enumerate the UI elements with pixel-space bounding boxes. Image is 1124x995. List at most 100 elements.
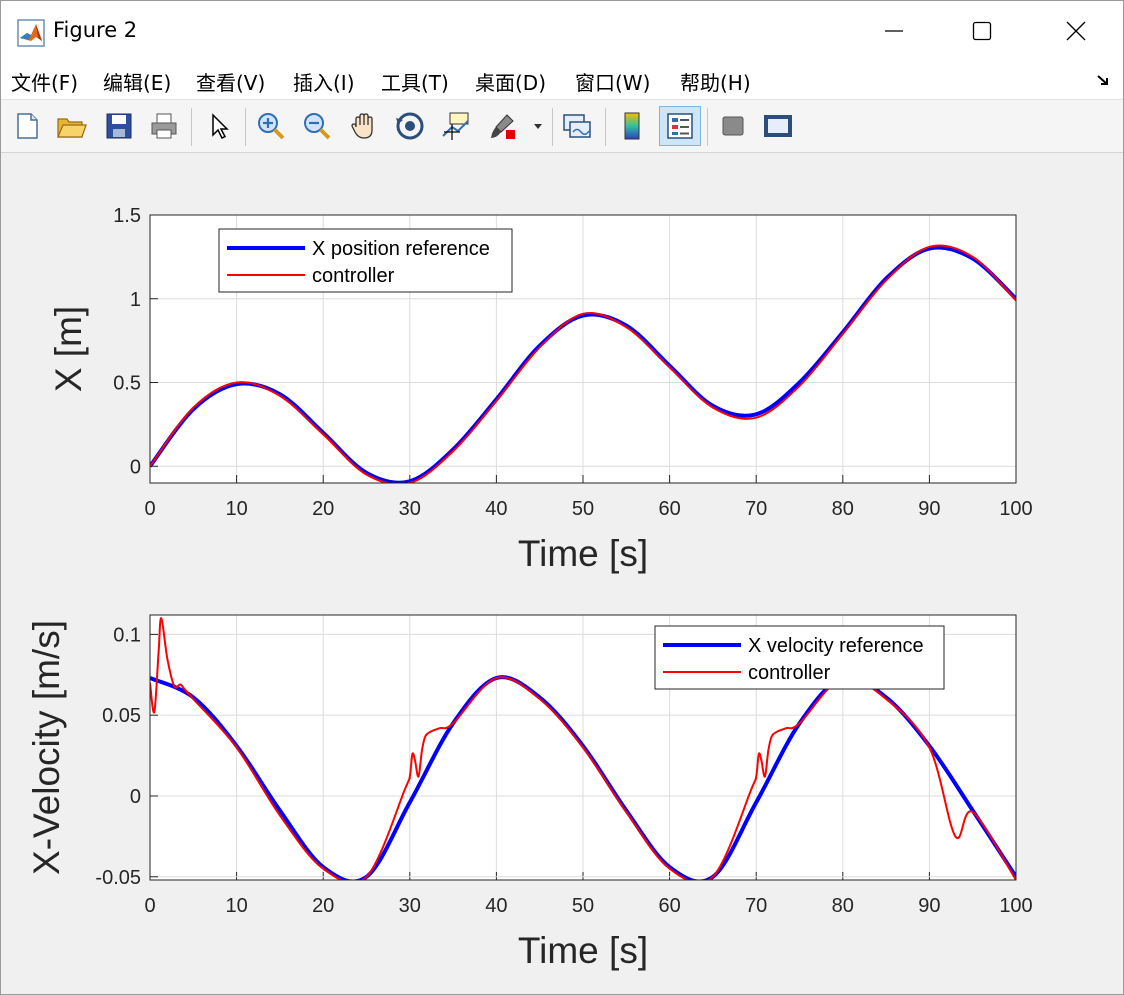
pan-hand-icon [351,113,373,139]
menu-edit[interactable]: 编辑(E) [103,71,172,95]
menu-tools[interactable]: 工具(T) [381,71,449,95]
legend-icon [667,113,693,139]
y-axis-label: X [m] [48,306,89,392]
y-tick-label: 0 [130,456,141,478]
x-tick-label: 80 [832,895,854,917]
data-cursor-icon [442,112,469,140]
y-tick-label: 0.5 [113,373,141,395]
zoom-in-button[interactable] [253,108,289,144]
rotate-3d-icon [396,112,424,140]
legend: X position reference controller [218,228,513,293]
menu-view[interactable]: 查看(V) [196,71,266,95]
x-tick-label: 20 [312,895,334,917]
title-bar: Figure 2 [1,1,1123,61]
x-tick-label: 90 [918,895,940,917]
close-icon [1066,21,1086,41]
brush-button[interactable] [485,108,521,144]
x-tick-label: 30 [399,895,421,917]
open-file-button[interactable] [53,108,89,144]
matlab-logo-icon [17,19,45,47]
rotate-3d-button[interactable] [392,108,428,144]
minimize-icon [885,30,903,32]
figure-canvas: 0 10 20 30 40 50 60 70 80 90 100 0 0.5 1 1.5 Time [s] X … [1,153,1123,994]
open-file-icon [57,118,87,138]
x-tick-label: 0 [144,895,155,917]
save-button[interactable] [101,108,137,144]
x-tick-label: 0 [144,498,155,520]
legend-entry: X velocity reference [748,635,924,657]
minimize-button[interactable] [871,11,917,51]
figure-toolbar [1,100,1123,153]
x-tick-label: 100 [999,498,1032,520]
chevron-down-icon [534,124,542,129]
legend-box [218,228,513,293]
y-tick-label: 0 [130,786,141,808]
x-tick-label: 60 [658,895,680,917]
colorbar-button[interactable] [614,108,650,144]
axes-box [149,614,1017,881]
show-plot-tools-button[interactable] [760,108,796,144]
link-plot-icon [563,114,591,138]
link-plot-button[interactable] [559,108,595,144]
close-button[interactable] [1053,11,1099,51]
legend-entry: X position reference [312,238,490,260]
toolbar-separator [707,108,708,146]
new-figure-icon [17,113,38,139]
brush-icon [491,114,515,139]
x-tick-label: 90 [918,498,940,520]
dock-arrow-icon[interactable] [1095,71,1113,89]
menu-desktop[interactable]: 桌面(D) [475,71,547,95]
print-icon [151,113,177,139]
brush-dropdown-button[interactable] [527,108,549,144]
colorbar-icon [624,112,640,140]
legend-button[interactable] [659,106,701,146]
x-tick-label: 30 [399,498,421,520]
x-tick-label: 100 [999,895,1032,917]
x-tick-label: 70 [745,498,767,520]
toolbar-separator [605,108,606,146]
legend-entry: controller [748,662,831,684]
x-tick-label: 80 [832,498,854,520]
legend-entry: controller [312,265,395,287]
series-line-controller [150,244,1016,483]
new-figure-button[interactable] [9,108,45,144]
x-tick-label: 40 [485,498,507,520]
data-cursor-button[interactable] [438,108,474,144]
hide-plot-tools-button[interactable] [715,108,751,144]
zoom-in-icon [258,113,285,140]
menu-insert[interactable]: 插入(I) [293,71,355,95]
x-tick-label: 50 [572,498,594,520]
x-axis-label: Time [s] [518,930,648,971]
chart-2: 0 10 20 30 40 50 60 70 80 90 100-0.0500.050.1Time … [26,614,1033,971]
hide-plot-tools-icon [722,116,744,136]
show-plot-tools-icon [764,115,792,137]
x-tick-label: 50 [572,895,594,917]
series-line-reference [150,245,1016,483]
y-tick-label: 0.1 [113,624,141,646]
y-tick-label: -0.05 [95,867,141,889]
maximize-icon [972,21,992,41]
save-icon [106,113,132,139]
y-tick-label: 1 [130,289,141,311]
x-axis-label: Time [s] [518,533,648,574]
legend-box [654,625,945,690]
y-tick-label: 1.5 [113,205,141,227]
y-tick-label: 0.05 [102,705,141,727]
select-arrow-icon [212,113,229,140]
zoom-out-button[interactable] [299,108,335,144]
x-tick-label: 60 [658,498,680,520]
chart-1: 0 10 20 30 40 50 60 70 80 90 100 0 0.5 1 1.5 Time [s] X … [48,205,1033,574]
menu-help[interactable]: 帮助(H) [680,71,751,95]
toolbar-separator [191,108,192,146]
x-tick-label: 40 [485,895,507,917]
maximize-button[interactable] [959,11,1005,51]
toolbar-separator [552,108,553,146]
menu-window[interactable]: 窗口(W) [575,71,651,95]
menu-file[interactable]: 文件(F) [11,71,79,95]
zoom-out-icon [304,113,331,140]
select-button[interactable] [201,108,237,144]
pan-button[interactable] [346,108,382,144]
window-title: Figure 2 [53,18,138,42]
print-button[interactable] [146,108,182,144]
